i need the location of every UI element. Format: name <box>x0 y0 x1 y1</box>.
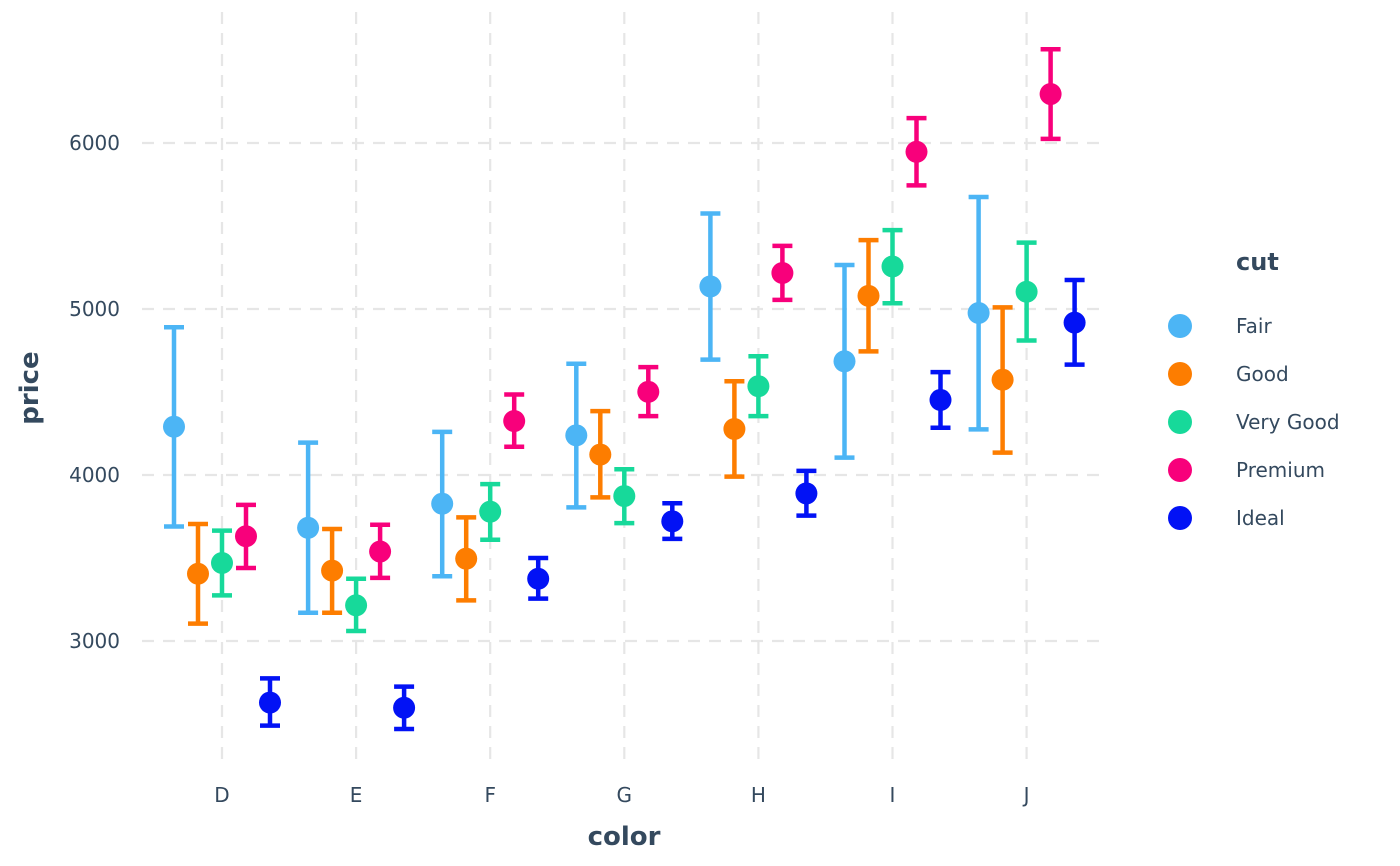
data-point <box>929 388 952 411</box>
legend-key <box>1168 458 1192 482</box>
y-tick-label: 5000 <box>69 297 120 321</box>
series-fair <box>163 194 990 616</box>
data-point <box>163 415 185 438</box>
data-point <box>905 140 928 163</box>
x-tick-label: H <box>751 783 766 807</box>
data-point <box>431 492 454 515</box>
legend-label: Premium <box>1236 458 1325 482</box>
legend-label: Very Good <box>1236 410 1340 434</box>
data-point <box>1063 311 1086 334</box>
data-point <box>321 559 344 582</box>
data-point <box>857 284 880 307</box>
data-point <box>503 410 526 433</box>
legend: cut Fair Good Very Good Premium Ideal <box>1168 248 1340 530</box>
data-point <box>747 375 770 398</box>
data-point <box>235 525 257 548</box>
legend-key <box>1168 314 1192 338</box>
data-point <box>259 691 281 714</box>
data-point <box>613 485 636 508</box>
data-point <box>393 696 416 719</box>
x-tick-label: D <box>214 783 229 807</box>
data-point <box>795 482 818 505</box>
data-point <box>297 516 320 539</box>
data-point <box>455 547 478 570</box>
data-point <box>637 380 660 403</box>
y-tick-label: 3000 <box>69 629 120 653</box>
y-tick-label: 4000 <box>69 463 120 487</box>
x-axis-title: color <box>588 822 661 852</box>
legend-title: cut <box>1236 248 1279 276</box>
series-premium <box>235 46 1062 581</box>
x-tick-label: E <box>350 783 363 807</box>
y-axis-title: price <box>15 351 45 424</box>
y-axis-ticks: 3000 4000 5000 6000 <box>69 131 120 653</box>
data-point <box>527 567 550 590</box>
x-tick-label: F <box>484 783 496 807</box>
data-point <box>345 594 368 617</box>
data-point <box>369 540 392 563</box>
data-point <box>661 510 684 533</box>
data-point <box>967 301 990 324</box>
data-point <box>565 424 588 447</box>
legend-key <box>1168 362 1192 386</box>
data-point <box>881 255 904 278</box>
data-point <box>833 350 856 373</box>
data-point <box>589 443 612 466</box>
series-good <box>187 237 1014 626</box>
legend-label: Good <box>1236 362 1289 386</box>
legend-key <box>1168 410 1192 434</box>
plot-grid <box>142 12 1102 762</box>
x-tick-label: J <box>1022 783 1030 807</box>
x-tick-label: I <box>890 783 896 807</box>
series-very-good <box>211 227 1038 634</box>
data-point <box>991 368 1014 391</box>
data-point <box>211 551 233 574</box>
data-point <box>479 500 502 523</box>
legend-label: Fair <box>1236 314 1272 338</box>
data-point <box>1015 280 1038 303</box>
data-point <box>699 275 722 298</box>
data-point <box>1039 83 1062 106</box>
legend-key <box>1168 506 1192 530</box>
series-ideal <box>259 277 1086 732</box>
data-point <box>771 261 794 284</box>
x-axis-ticks: D E F G H I J <box>214 783 1029 807</box>
legend-label: Ideal <box>1236 506 1285 530</box>
y-tick-label: 6000 <box>69 131 120 155</box>
x-tick-label: G <box>617 783 633 807</box>
data-point <box>723 418 746 441</box>
plot-marks <box>163 46 1086 732</box>
data-point <box>187 562 209 585</box>
